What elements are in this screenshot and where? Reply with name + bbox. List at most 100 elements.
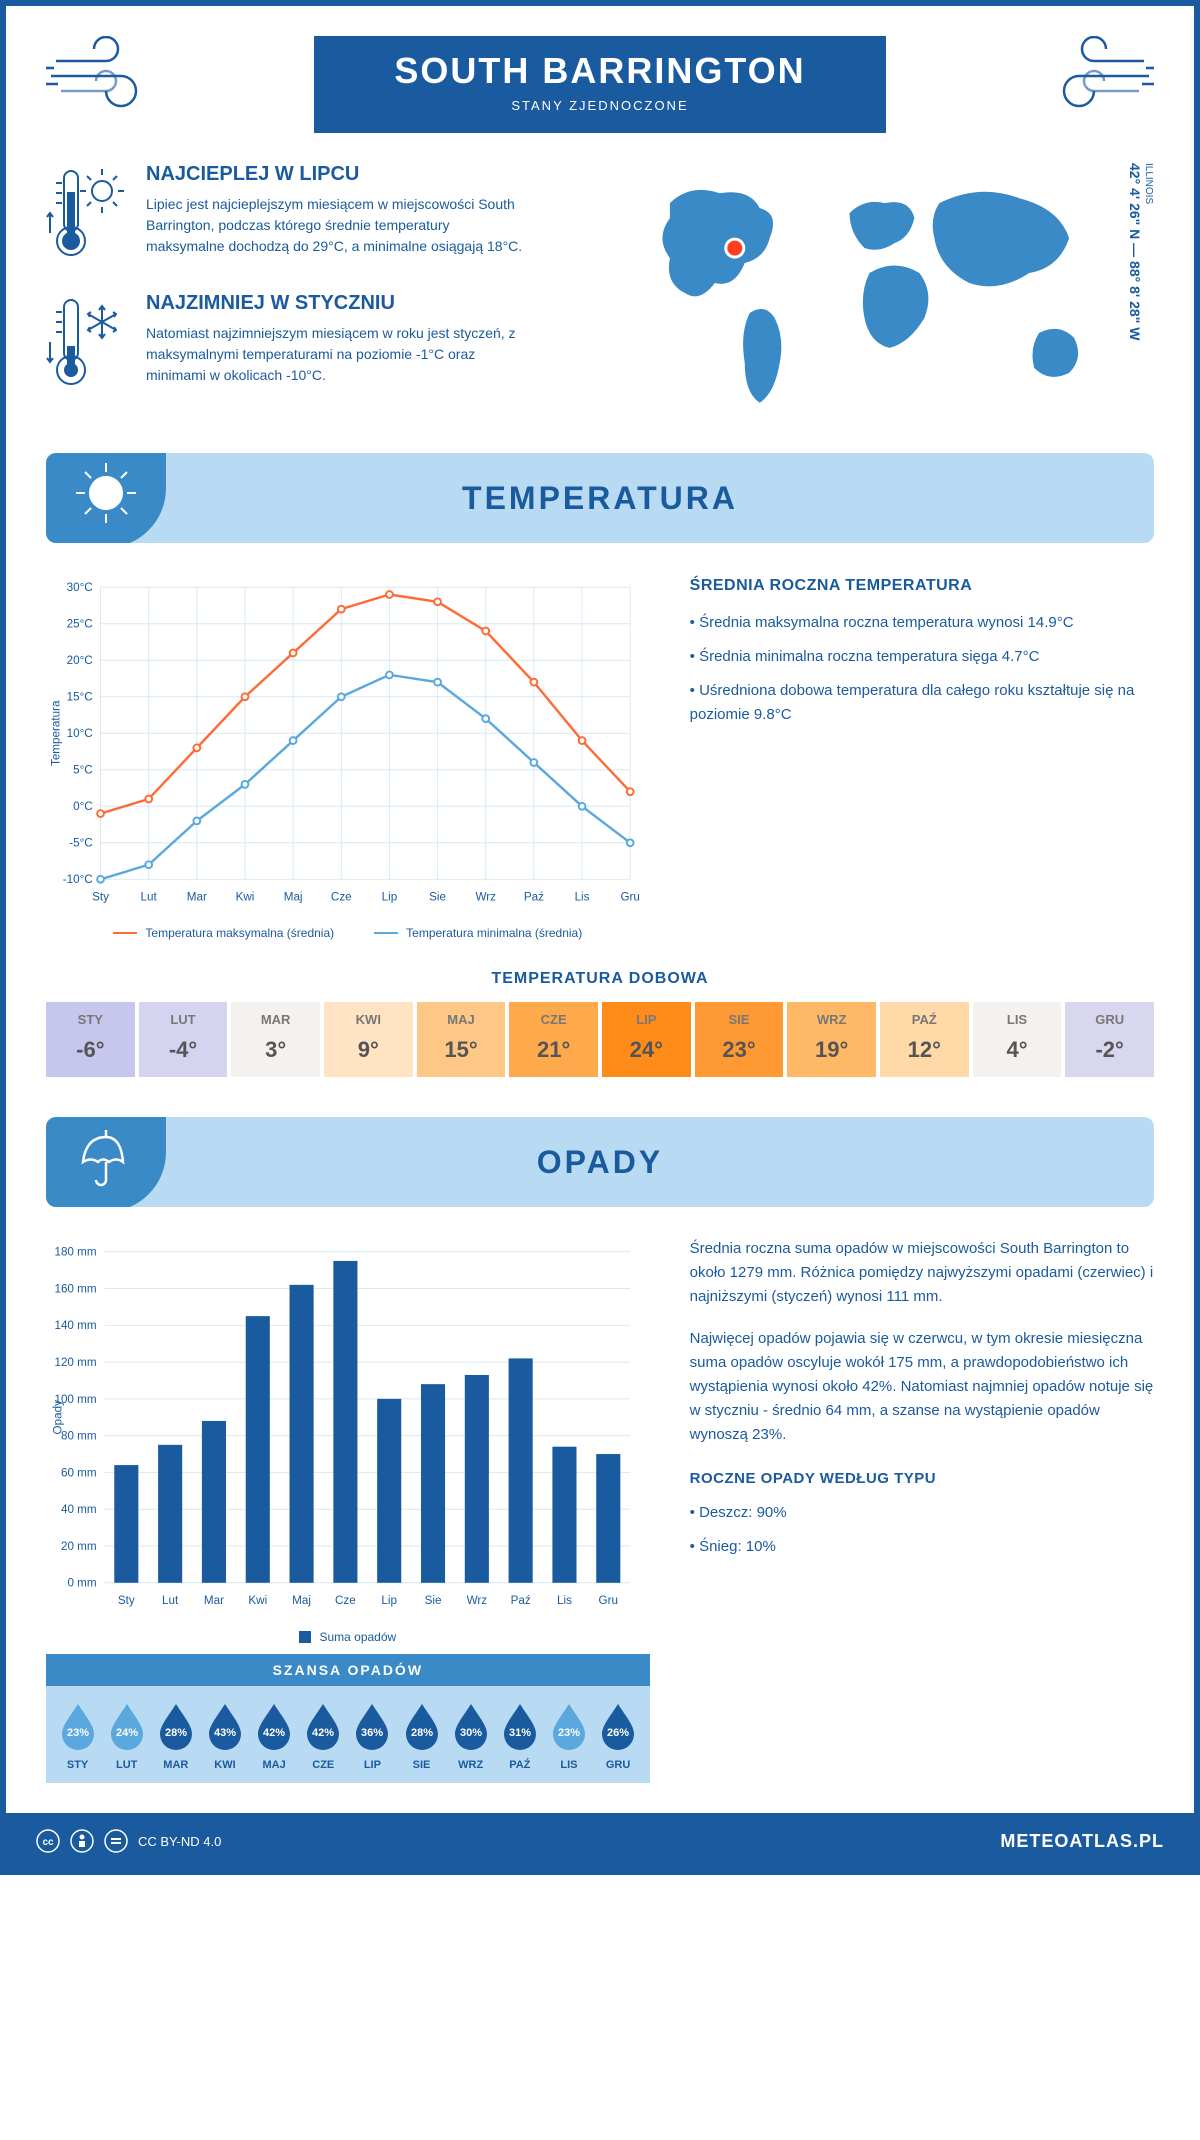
svg-text:-5°C: -5°C <box>69 837 92 850</box>
svg-text:Maj: Maj <box>292 1594 311 1607</box>
warmest-block: NAJCIEPLEJ W LIPCU Lipiec jest najcieple… <box>46 163 580 268</box>
legend-min: Temperatura minimalna (średnia) <box>374 926 582 940</box>
header: SOUTH BARRINGTON STANY ZJEDNOCZONE <box>46 36 1154 133</box>
temp-stat-2: • Średnia minimalna roczna temperatura s… <box>690 645 1154 669</box>
svg-text:20 mm: 20 mm <box>61 1540 97 1553</box>
license-badges: cc CC BY-ND 4.0 <box>36 1829 221 1853</box>
svg-text:Opady: Opady <box>52 1400 65 1435</box>
svg-text:Sie: Sie <box>429 891 446 904</box>
svg-text:25°C: 25°C <box>67 618 93 631</box>
svg-text:0 mm: 0 mm <box>67 1577 96 1590</box>
svg-text:36%: 36% <box>361 1727 383 1739</box>
svg-text:31%: 31% <box>509 1727 531 1739</box>
umbrella-icon <box>46 1117 166 1207</box>
svg-text:24%: 24% <box>116 1727 138 1739</box>
coldest-title: NAJZIMNIEJ W STYCZNIU <box>146 292 526 315</box>
svg-text:30°C: 30°C <box>67 581 93 594</box>
license-text: CC BY-ND 4.0 <box>138 1834 221 1849</box>
svg-text:cc: cc <box>42 1837 54 1848</box>
svg-text:Wrz: Wrz <box>467 1594 488 1607</box>
chance-drop: 23% LIS <box>547 1702 590 1771</box>
precip-para-1: Średnia roczna suma opadów w miejscowośc… <box>690 1237 1154 1309</box>
precip-section-title: OPADY <box>166 1144 1154 1181</box>
daily-temp-title: TEMPERATURA DOBOWA <box>46 970 1154 988</box>
svg-text:Kwi: Kwi <box>248 1594 267 1607</box>
chance-drop: 30% WRZ <box>449 1702 492 1771</box>
wind-icon-left <box>46 36 166 121</box>
svg-text:Temperatura: Temperatura <box>50 700 63 766</box>
precipitation-text: Średnia roczna suma opadów w miejscowośc… <box>690 1237 1154 1783</box>
svg-text:40 mm: 40 mm <box>61 1503 97 1516</box>
svg-text:Gru: Gru <box>620 891 639 904</box>
precipitation-bar-chart: 0 mm20 mm40 mm60 mm80 mm100 mm120 mm140 … <box>46 1237 650 1783</box>
nd-icon <box>104 1829 128 1853</box>
coldest-block: NAJZIMNIEJ W STYCZNIU Natomiast najzimni… <box>46 292 580 397</box>
svg-text:Lis: Lis <box>575 891 590 904</box>
svg-text:80 mm: 80 mm <box>61 1430 97 1443</box>
daily-cell: LIP24° <box>602 1002 691 1077</box>
temperature-section-header: TEMPERATURA <box>46 453 1154 543</box>
warmest-title: NAJCIEPLEJ W LIPCU <box>146 163 526 186</box>
svg-text:60 mm: 60 mm <box>61 1466 97 1479</box>
world-map: ILLINOIS 42° 4' 26" N — 88° 8' 28" W <box>620 163 1154 423</box>
svg-text:15°C: 15°C <box>67 691 93 704</box>
site-name: METEOATLAS.PL <box>1000 1831 1164 1852</box>
warmest-text: Lipiec jest najcieplejszym miesiącem w m… <box>146 194 526 257</box>
svg-text:Lip: Lip <box>382 891 398 904</box>
temp-section-title: TEMPERATURA <box>166 480 1154 517</box>
svg-text:-10°C: -10°C <box>63 873 93 886</box>
svg-text:Kwi: Kwi <box>236 891 255 904</box>
svg-text:Maj: Maj <box>284 891 303 904</box>
svg-text:Lip: Lip <box>381 1594 397 1607</box>
svg-text:0°C: 0°C <box>73 800 93 813</box>
daily-cell: STY-6° <box>46 1002 135 1077</box>
wind-icon-right <box>1034 36 1154 121</box>
annual-snow: • Śnieg: 10% <box>690 1535 1154 1559</box>
daily-cell: SIE23° <box>695 1002 784 1077</box>
svg-text:28%: 28% <box>411 1727 433 1739</box>
svg-text:Sty: Sty <box>118 1594 135 1607</box>
svg-text:20°C: 20°C <box>67 654 93 667</box>
svg-text:Lut: Lut <box>141 891 158 904</box>
chance-drop: 31% PAŹ <box>498 1702 541 1771</box>
chance-drop: 24% LUT <box>105 1702 148 1771</box>
daily-cell: LUT-4° <box>139 1002 228 1077</box>
daily-cell: MAJ15° <box>417 1002 506 1077</box>
location-marker-icon <box>726 239 744 257</box>
annual-precip-type: ROCZNE OPADY WEDŁUG TYPU • Deszcz: 90% •… <box>690 1467 1154 1559</box>
svg-text:Sie: Sie <box>425 1594 442 1607</box>
svg-text:160 mm: 160 mm <box>54 1282 96 1295</box>
svg-text:Paź: Paź <box>524 891 544 904</box>
precipitation-chance-box: SZANSA OPADÓW 23% STY 24% LUT 28% MAR 43… <box>46 1654 650 1783</box>
chance-drop: 36% LIP <box>351 1702 394 1771</box>
chance-drop: 43% KWI <box>203 1702 246 1771</box>
temp-stat-1: • Średnia maksymalna roczna temperatura … <box>690 611 1154 635</box>
country-subtitle: STANY ZJEDNOCZONE <box>394 98 805 113</box>
daily-cell: GRU-2° <box>1065 1002 1154 1077</box>
svg-text:Wrz: Wrz <box>475 891 496 904</box>
svg-text:10°C: 10°C <box>67 727 93 740</box>
title-banner: SOUTH BARRINGTON STANY ZJEDNOCZONE <box>314 36 885 133</box>
temp-stat-3: • Uśredniona dobowa temperatura dla całe… <box>690 679 1154 727</box>
temp-stats-title: ŚREDNIA ROCZNA TEMPERATURA <box>690 573 1154 599</box>
svg-text:42%: 42% <box>263 1727 285 1739</box>
chance-drop: 42% CZE <box>302 1702 345 1771</box>
daily-cell: WRZ19° <box>787 1002 876 1077</box>
temperature-line-chart: -10°C -5°C 0°C 5°C 10°C 15°C 20°C 25°C 30°C Sty Lu… <box>46 573 650 940</box>
coordinates: ILLINOIS 42° 4' 26" N — 88° 8' 28" W <box>1119 163 1154 340</box>
svg-text:Lut: Lut <box>162 1594 179 1607</box>
svg-text:Sty: Sty <box>92 891 109 904</box>
svg-text:Mar: Mar <box>187 891 207 904</box>
legend-precip: Suma opadów <box>299 1630 396 1644</box>
svg-text:43%: 43% <box>214 1727 236 1739</box>
svg-text:Cze: Cze <box>335 1594 356 1607</box>
svg-text:23%: 23% <box>67 1727 89 1739</box>
cc-icon: cc <box>36 1829 60 1853</box>
daily-cell: CZE21° <box>509 1002 598 1077</box>
by-icon <box>70 1829 94 1853</box>
svg-text:5°C: 5°C <box>73 764 93 777</box>
svg-text:42%: 42% <box>312 1727 334 1739</box>
svg-text:120 mm: 120 mm <box>54 1356 96 1369</box>
chance-drop: 28% MAR <box>154 1702 197 1771</box>
svg-text:28%: 28% <box>165 1727 187 1739</box>
